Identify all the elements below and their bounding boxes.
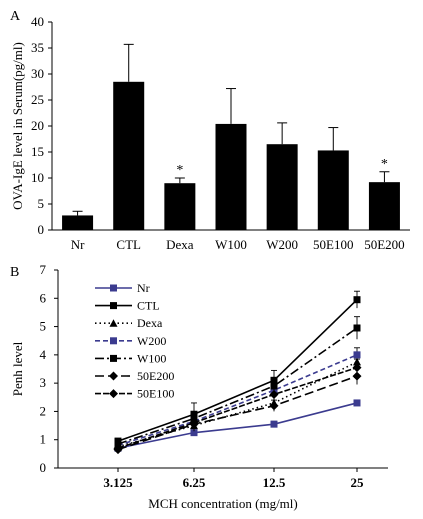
panel-a-bar [164,183,196,230]
panel-b-series [114,290,361,445]
panel-b-series-line [117,366,358,449]
panel-a-y-tick-label: 5 [38,196,45,211]
panel-b-y-tick-label: 3 [40,375,47,390]
panel-b-series-line [117,361,358,448]
panel-b-x-tick-label: 6.25 [183,475,206,490]
panel-a-letter: A [10,9,21,24]
panel-b-legend-label: 50E200 [137,369,174,383]
panel-b-legend-marker [110,284,117,292]
panel-b-data-point [269,401,279,411]
panel-b-data-point [189,418,199,428]
panel-a-y-tick-label: 10 [31,170,44,185]
panel-b-data-point [353,351,361,359]
panel-a-category-label: Nr [71,237,85,252]
panel-a-y-tick-label: 15 [31,144,44,159]
panel-a-significance-mark: * [176,163,183,178]
panel-a-category-label: 50E200 [364,237,404,252]
panel-b-y-tick-label: 0 [40,460,47,475]
panel-a-y-tick-label: 25 [31,92,44,107]
panel-b-data-point [270,420,278,428]
panel-b-series-line [117,375,358,451]
panel-a-y-tick-label: 0 [38,222,45,237]
panel-b-y-axis-title: Penh level [10,341,25,396]
panel-a-y-tick-label: 40 [31,14,44,29]
panel-b-series-line [117,299,358,442]
panel-a-category-label: Dexa [166,237,194,252]
panel-b-legend-marker [110,302,117,310]
panel-b-y-tick-label: 5 [40,319,47,334]
panel-b-y-tick-label: 2 [40,403,47,418]
panel-a-category-label: W200 [266,237,298,252]
panel-b-legend-marker [109,319,118,327]
panel-b-series [114,399,361,452]
panel-a-category-label: W100 [215,237,247,252]
panel-b-series [114,352,361,451]
panel-b-series-line [117,354,358,447]
panel-a-bar [266,144,298,230]
panel-b-y-tick-label: 7 [40,262,47,277]
panel-b-legend-label: Nr [137,281,150,295]
panel-b-legend-label: 50E100 [137,387,174,401]
panel-b-legend-label: CTL [137,299,160,313]
panel-b-legend-label: Dexa [137,316,163,330]
panel-b-y-tick-label: 6 [40,290,47,305]
panel-a-category-label: CTL [116,237,141,252]
panel-b-data-point [190,429,198,437]
panel-b-data-point [352,363,362,373]
panel-b-legend-marker [109,371,118,381]
panel-b-series [113,358,362,453]
panel-b-x-tick-label: 25 [351,475,365,490]
panel-a-y-axis-title: OVA-IgE level in Serum(pg/ml) [10,42,25,210]
panel-b-data-point [269,389,279,399]
panel-a-bar [62,215,94,230]
panel-b-legend-label: W100 [137,351,166,365]
panel-b-data-point [270,382,278,390]
panel-b-line-chart: 0 1 2 3 4 5 6 7 3.125 6.25 12.5 25 Penh level MCH con… [10,262,388,511]
panel-a-y-tick-label: 30 [31,66,44,81]
panel-b-legend-label: W200 [137,334,166,348]
panel-a-bar-chart: 0 5 10 15 20 25 30 35 40 OVA-IgE level in Serum(p… [10,14,410,252]
panel-b-legend-marker [110,337,117,345]
panel-b-x-tick-label: 3.125 [103,475,133,490]
panel-a-bar [368,182,400,230]
panel-b-letter: B [10,265,19,280]
panel-b-series-line [117,327,358,445]
panel-b-x-axis-title: MCH concentration (mg/ml) [148,496,297,511]
panel-a-category-label: 50E100 [313,237,353,252]
panel-a-y-tick-label: 20 [31,118,44,133]
panel-a-y-tick-label: 35 [31,40,44,55]
panel-b-data-point [353,324,361,332]
panel-b-legend-marker [110,354,117,362]
panel-b-legend: Nr CTL Dexa W200 W100 50E200 50E100 [95,281,174,401]
panel-b-y-tick-label: 1 [40,432,47,447]
panel-b-data-point [353,399,361,407]
panel-a-significance-mark: * [381,157,388,172]
panel-b-y-tick-label: 4 [40,347,47,362]
panel-b-series-line [117,402,358,449]
panel-b-data-point [113,443,123,453]
panel-b-legend-marker [109,389,118,399]
panel-b-data-point [353,296,361,304]
panel-a-bar [317,150,349,230]
panel-a-bar [215,123,247,230]
panel-b-x-tick-label: 12.5 [263,475,286,490]
panel-a-bar [113,81,145,230]
